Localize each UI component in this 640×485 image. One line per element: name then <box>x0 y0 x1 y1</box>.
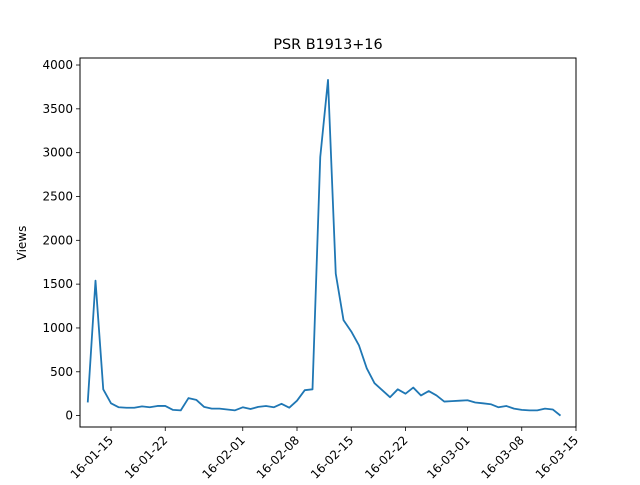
y-axis-ticks: 0 500 1000 1500 2000 2500 3000 3500 4000 <box>42 58 80 423</box>
y-tick-label: 0 <box>65 409 73 423</box>
x-tick-label: 16-02-22 <box>362 433 410 480</box>
views-series-line <box>86 79 562 417</box>
y-tick-label: 3500 <box>42 102 73 116</box>
y-tick-label: 3000 <box>42 146 73 160</box>
plot-frame <box>79 57 577 428</box>
y-tick-label: 4000 <box>42 58 73 72</box>
x-tick-label: 16-03-01 <box>424 433 472 480</box>
y-tick-label: 2500 <box>42 189 73 203</box>
y-axis-label: Views <box>15 226 29 261</box>
chart-title: PSR B1913+16 <box>273 37 382 53</box>
y-tick-label: 1500 <box>42 277 73 291</box>
x-tick-label: 16-02-08 <box>254 433 302 480</box>
y-tick-label: 1000 <box>42 321 73 335</box>
x-tick-label: 16-03-08 <box>478 433 526 480</box>
x-tick-label: 16-01-15 <box>68 433 116 480</box>
y-tick-label: 500 <box>50 365 73 379</box>
x-tick-label: 16-02-15 <box>308 433 356 480</box>
x-tick-label: 16-01-22 <box>122 433 170 480</box>
x-tick-label: 16-03-15 <box>533 433 581 480</box>
x-axis-ticks: 16-01-15 16-01-22 16-02-01 16-02-08 16-02-15… <box>68 427 581 482</box>
x-tick-label: 16-02-01 <box>199 433 247 480</box>
y-tick-label: 2000 <box>42 233 73 247</box>
